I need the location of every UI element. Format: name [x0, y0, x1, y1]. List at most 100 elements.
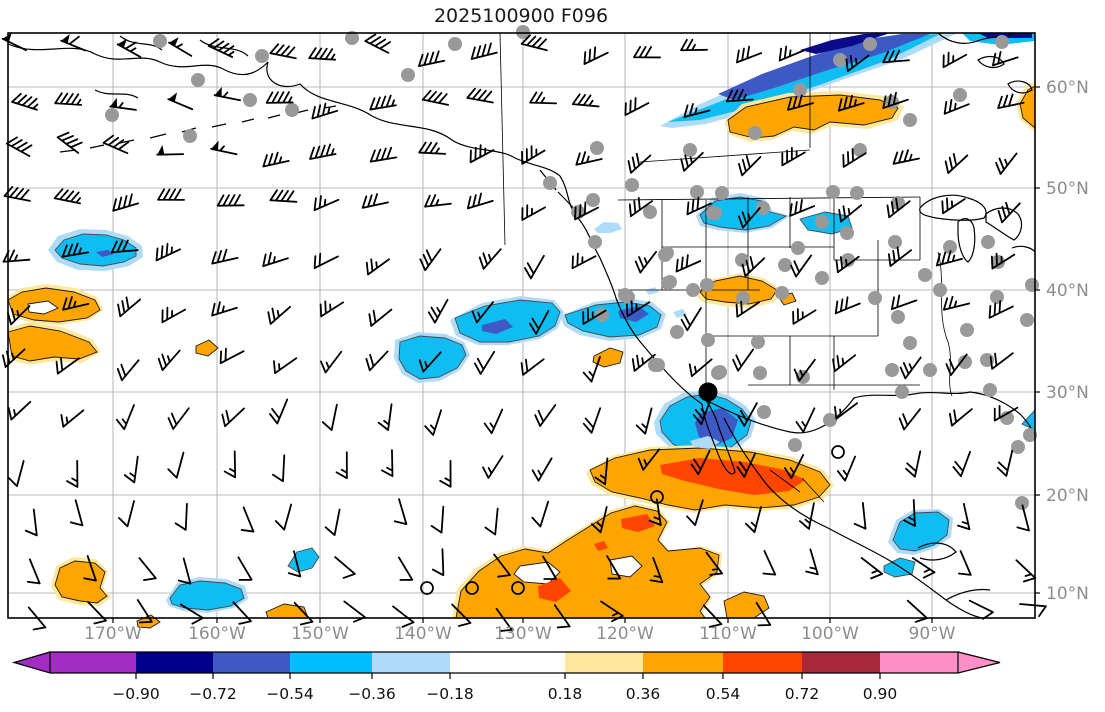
calm-wind-circle — [465, 581, 479, 595]
station-dot — [885, 363, 899, 377]
wind-barb — [7, 305, 31, 326]
wind-barb — [778, 45, 805, 62]
wind-barb — [882, 91, 909, 109]
wind-barb — [690, 449, 711, 476]
station-dot — [990, 290, 1004, 304]
wind-barb — [990, 252, 1016, 270]
border-line — [937, 251, 953, 397]
contour-patch — [538, 578, 571, 602]
wind-barb — [845, 54, 870, 73]
wind-barb — [369, 94, 397, 111]
wind-barb — [842, 148, 867, 168]
wind-barb — [792, 308, 817, 325]
wind-barb — [431, 548, 445, 577]
border-line — [499, 32, 506, 246]
station-dot — [711, 366, 725, 380]
lat-tick-label: 50°N — [1046, 179, 1089, 199]
wind-barb — [1015, 559, 1037, 583]
station-dot — [191, 73, 205, 87]
station-dot — [756, 201, 770, 215]
wind-barb — [237, 556, 253, 581]
wind-barb — [177, 557, 192, 585]
border-line — [639, 149, 811, 163]
wind-barb — [53, 188, 82, 205]
wind-barb — [365, 258, 390, 276]
wind-barb — [837, 94, 865, 112]
lat-tick-label: 60°N — [1046, 78, 1089, 98]
wind-barb — [725, 88, 754, 103]
wind-barb — [688, 358, 713, 378]
wind-barb — [781, 146, 806, 167]
station-dot — [981, 235, 995, 249]
wind-barb — [483, 408, 504, 435]
colorbar-segment — [213, 652, 290, 673]
lon-tick-label: 130°W — [494, 624, 552, 644]
wind-barb — [635, 407, 653, 435]
contour-patch — [96, 250, 114, 257]
wind-barb — [798, 502, 815, 530]
wind-barb — [313, 195, 340, 212]
plot-title: 2025100900 F096 — [434, 5, 608, 27]
coastline — [1011, 245, 1036, 253]
wind-barb — [232, 601, 252, 625]
wind-barb — [116, 359, 140, 382]
wind-barb — [418, 351, 442, 373]
station-dot — [648, 358, 662, 372]
station-dot — [775, 286, 789, 300]
wind-barb — [790, 254, 813, 278]
station-dot — [700, 278, 714, 292]
station-dot — [748, 126, 762, 140]
wind-barb — [102, 134, 130, 155]
station-dot — [663, 275, 677, 289]
wind-barb — [369, 146, 398, 163]
frame-border — [7, 32, 1036, 619]
colorbar-tick-label: −0.90 — [112, 685, 160, 703]
wind-barb — [466, 192, 494, 210]
wind-barb — [210, 145, 238, 156]
colorbar-segment — [372, 652, 450, 673]
station-dot — [995, 35, 1009, 49]
wind-barb — [466, 87, 494, 104]
station-dot — [543, 176, 557, 190]
station-dot — [153, 34, 167, 48]
coastline — [94, 35, 249, 99]
wind-barb — [745, 506, 762, 534]
wind-barb — [741, 256, 766, 278]
contour-patch — [287, 547, 320, 573]
wind-barb — [988, 300, 1014, 319]
wind-barb — [179, 603, 204, 625]
border-line — [617, 196, 921, 201]
wind-barb — [262, 251, 289, 268]
wind-barb — [553, 604, 571, 629]
station-dot — [448, 37, 462, 51]
wind-barb — [583, 46, 609, 65]
wind-barb — [451, 603, 472, 627]
contour-patch — [1021, 408, 1036, 431]
wind-barb — [762, 550, 777, 576]
wind-barb — [309, 143, 337, 160]
wind-barb — [393, 498, 408, 526]
station-dot — [793, 83, 807, 97]
wind-barb — [11, 92, 39, 111]
station-dot — [895, 385, 909, 399]
wind-barb — [2, 249, 31, 263]
calm-wind-circle — [420, 581, 434, 595]
colorbar-segment — [450, 652, 565, 673]
station-dot — [815, 215, 829, 229]
wind-barb — [531, 457, 553, 482]
station-dot — [840, 226, 854, 240]
wind-barb — [996, 449, 1014, 477]
wind-barb — [265, 91, 294, 104]
wind-barb-flag — [110, 97, 118, 108]
wind-barb — [952, 450, 971, 478]
border-line — [661, 197, 921, 390]
colorbar-tick-label: 0.90 — [863, 685, 898, 703]
station-dot — [751, 335, 765, 349]
wind-barb — [738, 155, 762, 177]
wind-barb — [377, 403, 393, 431]
wind-barb — [835, 255, 860, 274]
station-dot — [105, 108, 119, 122]
wind-barb — [54, 92, 83, 106]
station-dot — [643, 205, 657, 219]
